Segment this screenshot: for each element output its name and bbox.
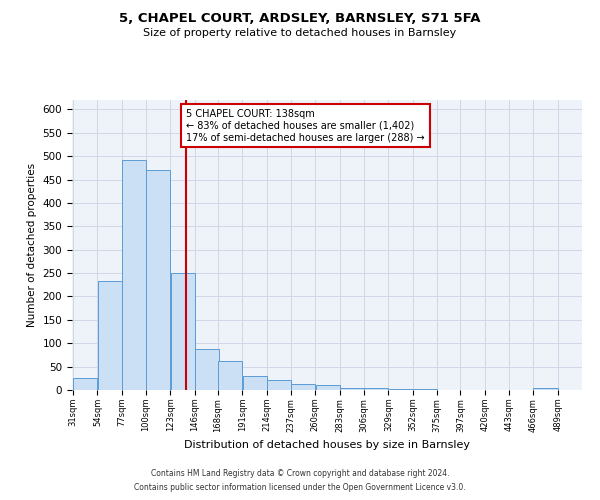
Bar: [122, 160, 146, 390]
Bar: [242, 376, 266, 390]
Bar: [340, 388, 364, 390]
Bar: [218, 360, 242, 390]
Text: 5 CHAPEL COURT: 138sqm
← 83% of detached houses are smaller (1,402)
17% of semi-: 5 CHAPEL COURT: 138sqm ← 83% of detached…: [186, 110, 425, 142]
X-axis label: Distribution of detached houses by size in Barnsley: Distribution of detached houses by size …: [184, 440, 470, 450]
Bar: [170, 273, 194, 390]
Bar: [98, 281, 122, 390]
Text: Size of property relative to detached houses in Barnsley: Size of property relative to detached ho…: [143, 28, 457, 38]
Bar: [413, 389, 437, 390]
Bar: [364, 388, 388, 390]
Text: Contains public sector information licensed under the Open Government Licence v3: Contains public sector information licen…: [134, 484, 466, 492]
Bar: [267, 380, 291, 390]
Bar: [195, 349, 219, 390]
Bar: [73, 378, 97, 390]
Bar: [146, 170, 170, 390]
Bar: [389, 389, 413, 390]
Bar: [316, 386, 340, 390]
Text: Contains HM Land Registry data © Crown copyright and database right 2024.: Contains HM Land Registry data © Crown c…: [151, 468, 449, 477]
Text: 5, CHAPEL COURT, ARDSLEY, BARNSLEY, S71 5FA: 5, CHAPEL COURT, ARDSLEY, BARNSLEY, S71 …: [119, 12, 481, 26]
Y-axis label: Number of detached properties: Number of detached properties: [27, 163, 37, 327]
Bar: [291, 384, 315, 390]
Bar: [533, 388, 557, 390]
